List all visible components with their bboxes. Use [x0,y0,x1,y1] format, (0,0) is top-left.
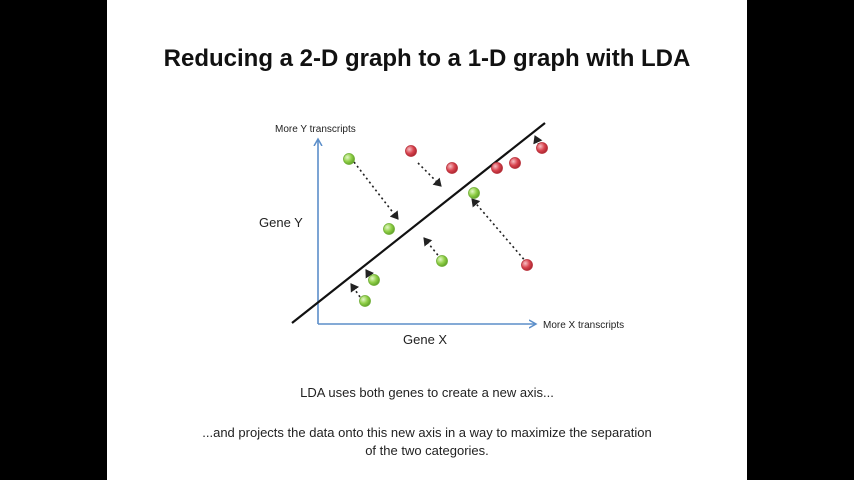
projection-arrow [353,161,399,220]
green-point [436,255,448,267]
projection-arrow [350,283,361,298]
projection-arrow [471,198,528,264]
green-point [343,153,355,165]
red-point [446,162,458,174]
red-point [509,157,521,169]
projection-arrow [417,162,442,187]
lda-axis-line [291,122,546,324]
slide-title: Reducing a 2-D graph to a 1-D graph with… [163,45,691,72]
red-point [536,142,548,154]
red-points [405,142,548,271]
y-axis-label: Gene Y [259,215,303,230]
y-axis-top-label: More Y transcripts [275,124,356,135]
green-points [343,153,480,307]
slide: Reducing a 2-D graph to a 1-D graph with… [107,0,747,480]
caption-line-2: ...and projects the data onto this new a… [202,425,652,458]
red-point [405,145,417,157]
x-axis-label: Gene X [403,332,447,347]
green-point [383,223,395,235]
green-point [359,295,371,307]
red-point [521,259,533,271]
projection-arrow [423,237,442,260]
red-point [491,162,503,174]
lda-diagram: More Y transcripts Gene Y More X transcr… [259,122,624,347]
green-point [468,187,480,199]
x-axis-right-label: More X transcripts [543,320,624,331]
caption-line-1: LDA uses both genes to create a new axis… [300,385,554,400]
green-point [368,274,380,286]
